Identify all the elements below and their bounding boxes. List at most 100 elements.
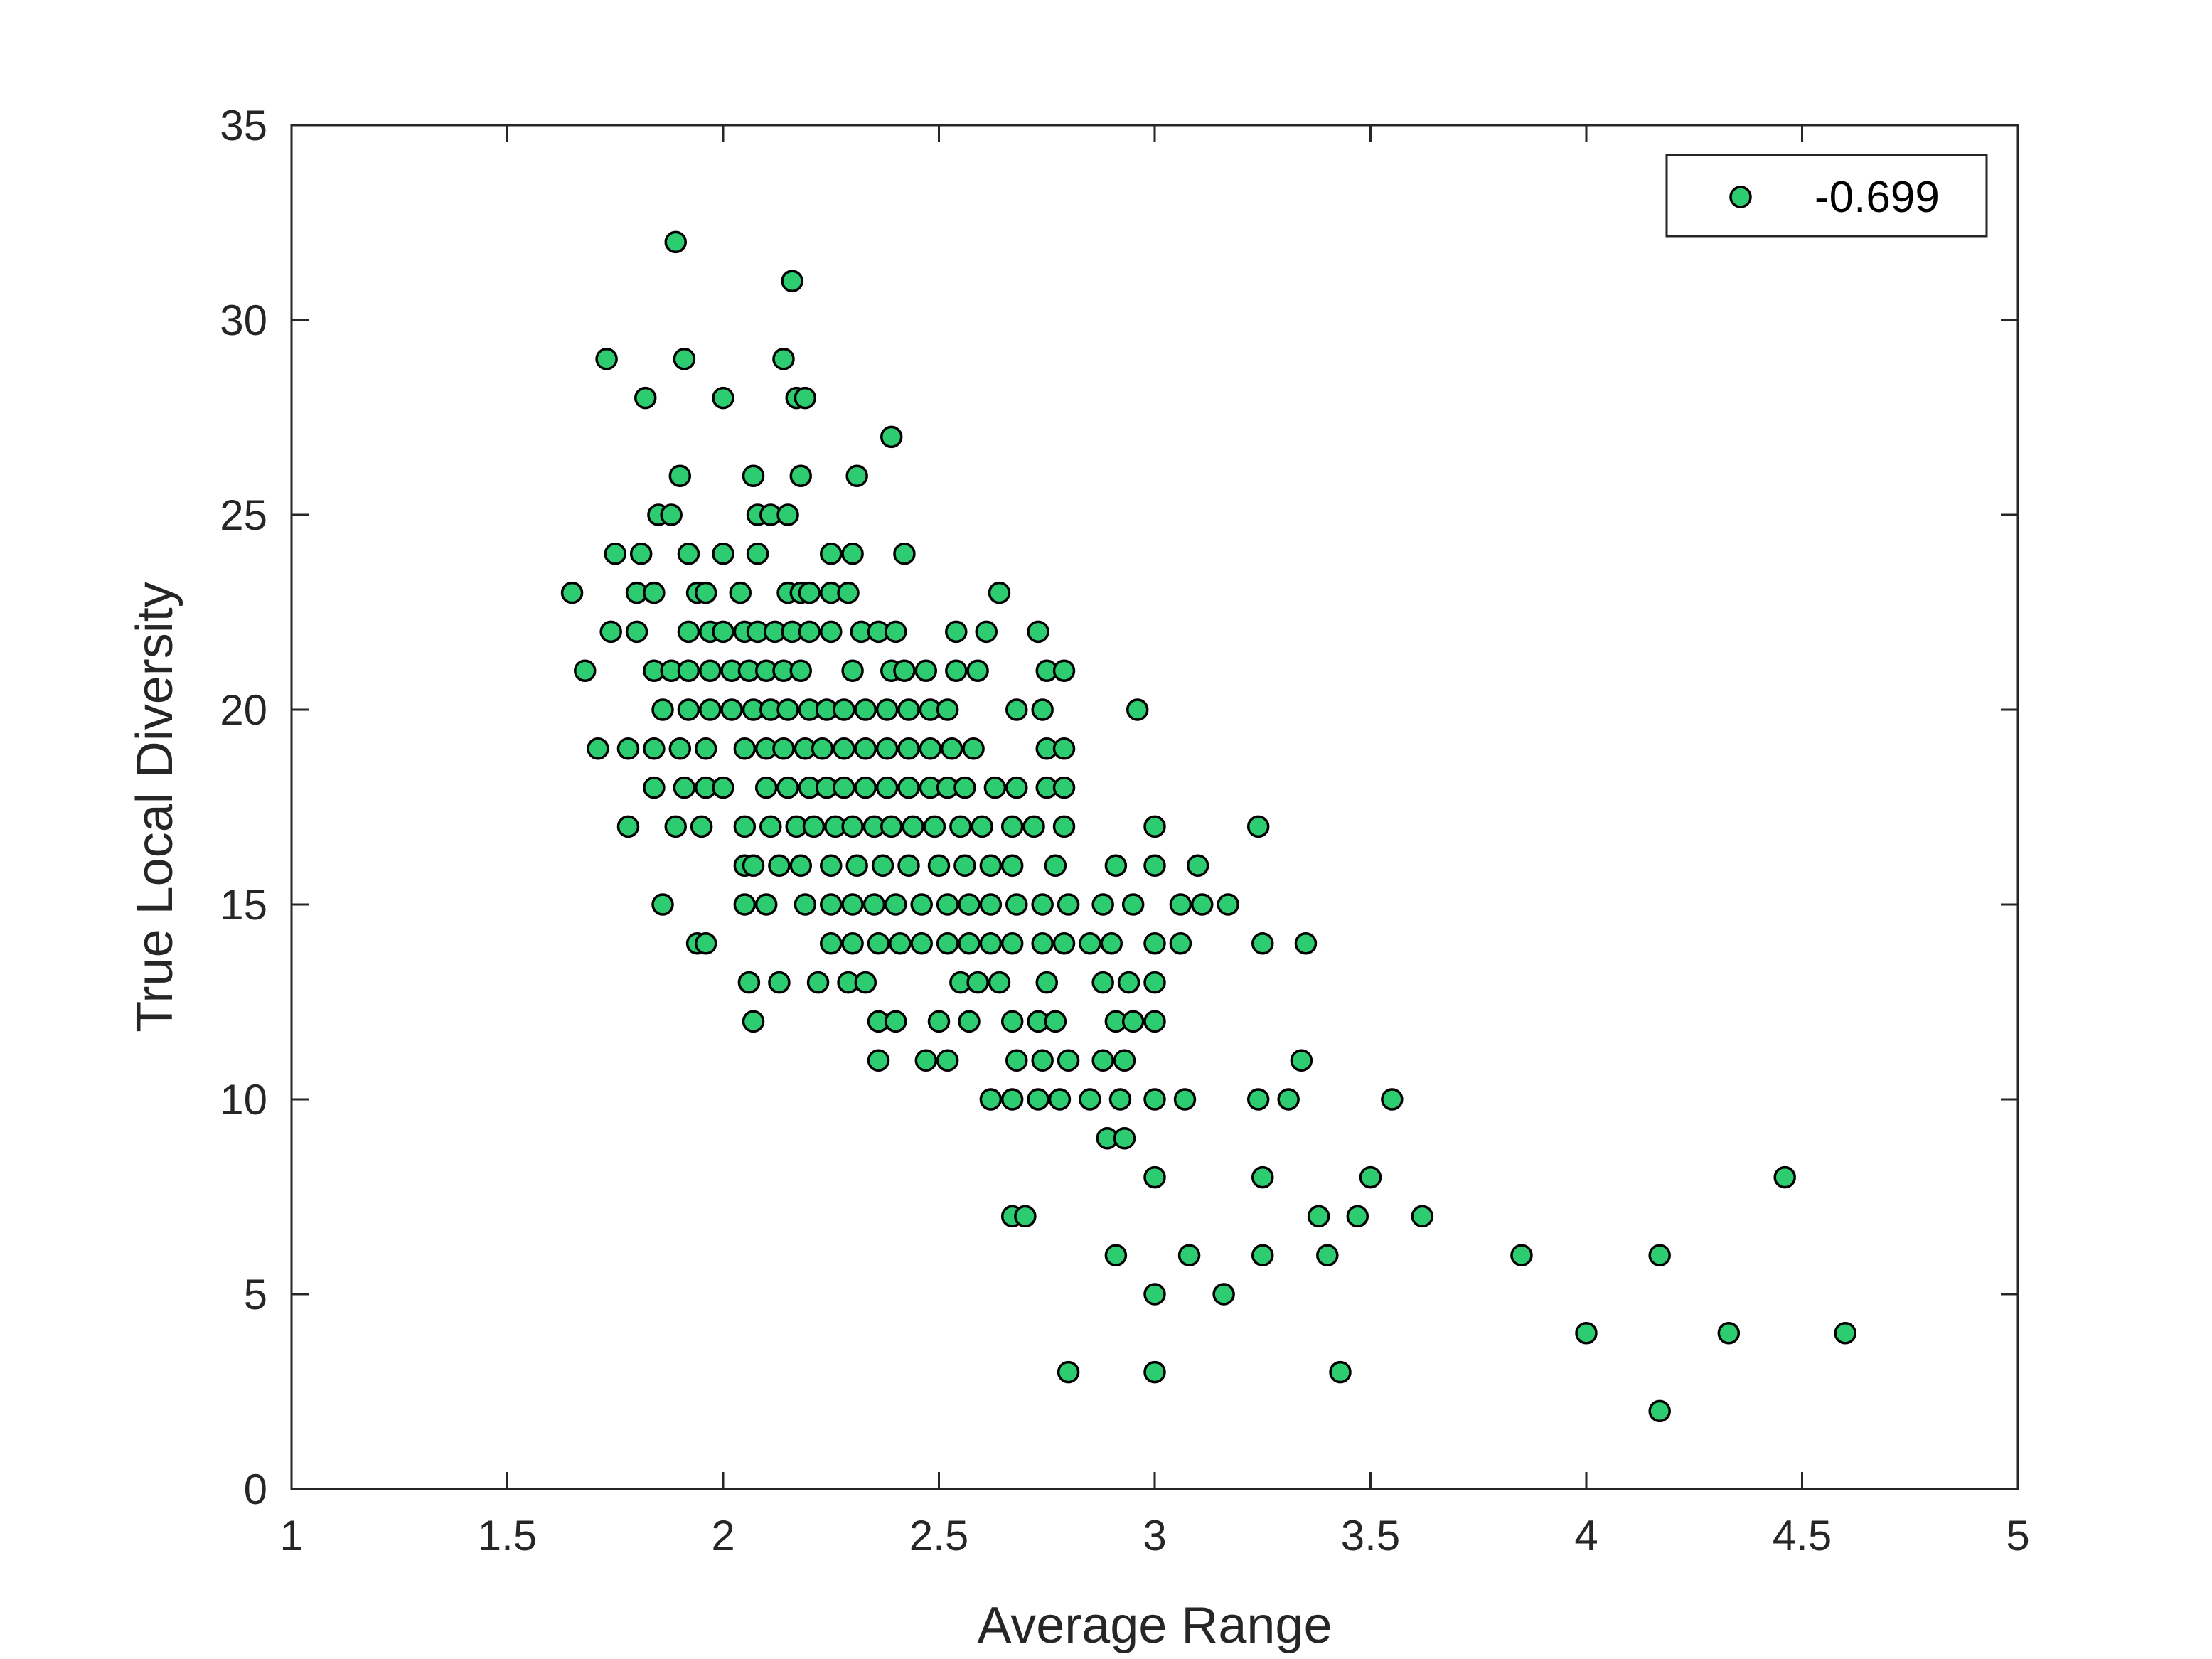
data-point — [1251, 1244, 1274, 1266]
data-point — [820, 620, 843, 644]
data-point — [1079, 932, 1101, 955]
data-point — [789, 464, 813, 487]
data-point — [768, 854, 791, 877]
data-point — [875, 698, 899, 721]
data-point — [768, 971, 791, 994]
data-point — [880, 815, 903, 838]
data-points — [560, 230, 1856, 1423]
x-tick-label: 3.5 — [1341, 1512, 1400, 1559]
data-point — [789, 659, 813, 682]
data-point — [1057, 1360, 1080, 1384]
data-point — [660, 503, 683, 526]
data-point — [1143, 815, 1166, 838]
y-tick-label: 5 — [244, 1271, 267, 1318]
data-point — [988, 581, 1011, 604]
data-point — [798, 620, 821, 644]
y-tick-labels: 0 5 10 15 20 25 30 35 — [220, 102, 267, 1513]
data-point — [966, 659, 989, 682]
x-tick-label: 4.5 — [1773, 1512, 1832, 1559]
data-point — [919, 737, 942, 760]
data-point — [776, 503, 799, 526]
data-point — [979, 1088, 1003, 1111]
data-point — [1246, 1088, 1270, 1111]
data-point — [867, 1049, 890, 1072]
data-point — [893, 543, 916, 565]
data-point — [1246, 815, 1270, 838]
data-point — [694, 581, 717, 604]
data-point — [1212, 1283, 1235, 1306]
data-point — [595, 348, 618, 370]
data-point — [1191, 893, 1214, 916]
data-point — [1057, 893, 1080, 916]
x-tick-label: 1.5 — [478, 1512, 537, 1559]
data-point — [910, 893, 933, 916]
y-axis-title: True Local Diversity — [127, 582, 183, 1033]
data-point — [936, 932, 959, 955]
data-point — [772, 348, 795, 370]
data-point — [841, 893, 864, 916]
data-point — [1044, 1010, 1067, 1033]
data-point — [802, 815, 826, 838]
data-point — [776, 776, 799, 799]
data-point — [845, 464, 868, 487]
data-point — [798, 581, 821, 604]
data-point — [1079, 1088, 1101, 1111]
data-point — [975, 620, 998, 644]
data-point — [643, 776, 666, 799]
data-point — [587, 737, 609, 760]
data-point — [1052, 815, 1076, 838]
data-point — [841, 815, 864, 838]
data-point — [1177, 1244, 1201, 1266]
data-point — [1834, 1322, 1856, 1345]
data-point — [729, 581, 752, 604]
data-point — [820, 543, 843, 565]
data-point — [677, 620, 700, 644]
data-point — [1648, 1399, 1671, 1423]
data-point — [833, 698, 855, 721]
data-point — [599, 620, 622, 644]
data-point — [979, 893, 1003, 916]
data-point — [664, 230, 687, 254]
data-point — [988, 971, 1011, 994]
legend-box — [1665, 154, 1988, 238]
data-point — [1027, 1088, 1049, 1111]
data-point — [616, 815, 640, 838]
y-tick-label: 35 — [220, 102, 267, 149]
data-point — [1143, 1283, 1166, 1306]
data-point — [945, 620, 968, 644]
data-point — [833, 737, 855, 760]
data-point — [897, 737, 920, 760]
data-point — [794, 386, 817, 410]
data-point — [1346, 1205, 1369, 1228]
data-point — [949, 815, 972, 838]
data-point — [1104, 1244, 1128, 1266]
data-point — [945, 659, 968, 682]
data-point — [754, 893, 778, 916]
data-point — [927, 1010, 951, 1033]
data-point — [927, 854, 951, 877]
data-point — [742, 854, 765, 877]
x-axis-title: Average Range — [977, 1597, 1332, 1654]
data-point — [902, 815, 924, 838]
data-point — [794, 893, 817, 916]
data-point — [1217, 893, 1239, 916]
y-tick-label: 25 — [220, 491, 267, 539]
data-point — [953, 854, 976, 877]
data-point — [1000, 932, 1024, 955]
data-point — [1022, 815, 1045, 838]
data-point — [1000, 1010, 1024, 1033]
data-point — [971, 815, 993, 838]
data-point — [1575, 1322, 1598, 1345]
data-point — [668, 464, 692, 487]
data-point — [1143, 1360, 1166, 1384]
data-point — [673, 348, 696, 370]
data-point — [651, 893, 674, 916]
data-point — [979, 854, 1003, 877]
data-point — [811, 737, 834, 760]
data-point — [712, 386, 734, 410]
data-point — [854, 737, 877, 760]
data-point — [712, 543, 734, 565]
data-point — [673, 776, 696, 799]
data-point — [643, 581, 666, 604]
data-point — [1005, 698, 1028, 721]
